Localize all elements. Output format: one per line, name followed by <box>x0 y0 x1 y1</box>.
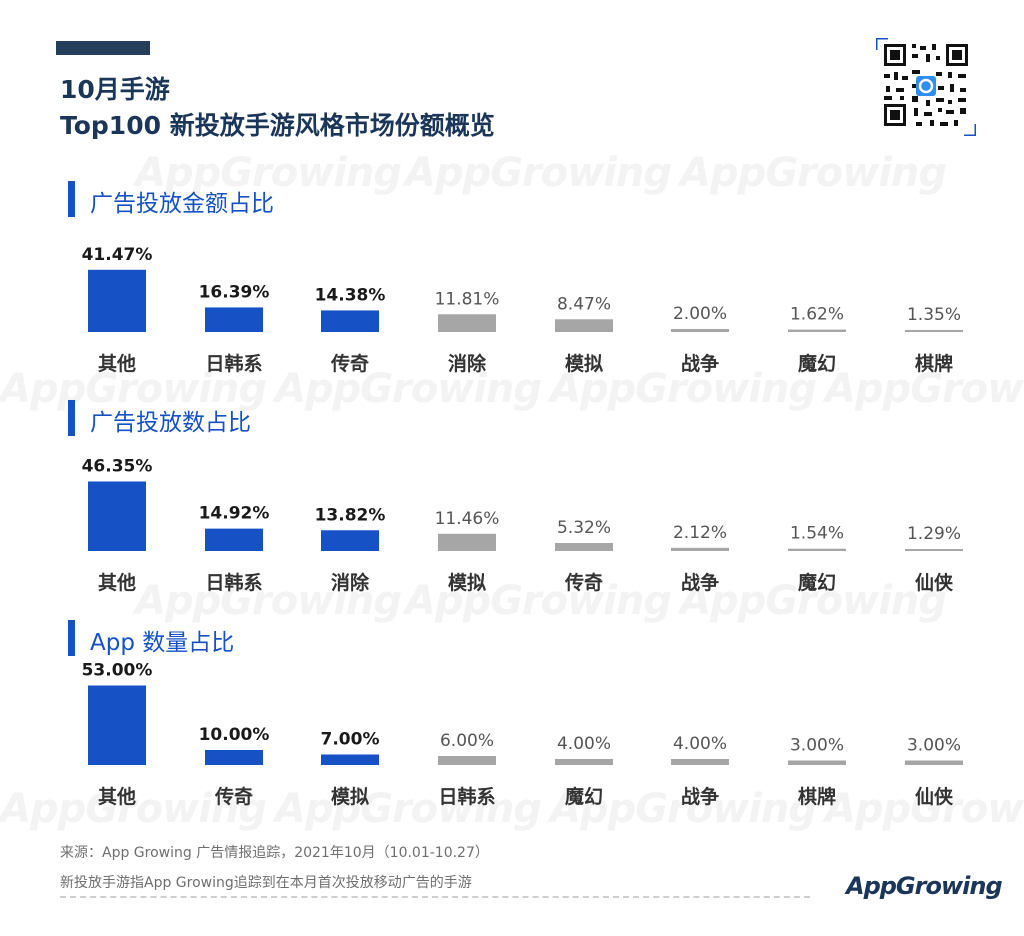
category-label: 魔幻 <box>798 352 836 375</box>
bar <box>671 759 729 765</box>
data-label: 3.00% <box>790 736 844 756</box>
section-accent-bar <box>68 620 75 656</box>
category-label: 仙侠 <box>915 571 954 594</box>
data-label: 5.32% <box>557 518 611 538</box>
data-label: 1.35% <box>907 305 961 325</box>
data-label: 16.39% <box>199 282 270 302</box>
section-accent-bar <box>68 400 75 436</box>
bar <box>205 528 263 551</box>
category-label: 战争 <box>681 571 719 594</box>
data-label: 7.00% <box>321 730 380 750</box>
page-title-line-2: Top100 新投放手游风格市场份额概览 <box>60 111 495 140</box>
category-label: 其他 <box>98 571 136 594</box>
bar <box>555 543 613 551</box>
data-label: 3.00% <box>907 736 961 756</box>
data-label: 6.00% <box>440 731 494 751</box>
bar <box>905 329 963 332</box>
category-label: 消除 <box>448 352 487 375</box>
bar <box>671 547 729 551</box>
data-label: 4.00% <box>557 734 611 754</box>
data-label: 14.38% <box>315 285 386 305</box>
section-title-ad-count: 广告投放数占比 <box>90 410 251 436</box>
footer-divider <box>60 896 810 898</box>
bar <box>555 759 613 765</box>
bar <box>788 760 846 765</box>
section-accent-bar <box>68 181 75 217</box>
category-label: 日韩系 <box>205 352 262 375</box>
bar <box>788 329 846 332</box>
bar <box>788 548 846 551</box>
data-label: 53.00% <box>82 661 153 681</box>
page-title-line-1: 10月手游 <box>60 75 170 104</box>
category-label: 传奇 <box>330 352 369 375</box>
data-label: 46.35% <box>82 456 153 476</box>
category-label: 日韩系 <box>205 571 262 594</box>
category-label: 模拟 <box>448 571 486 594</box>
category-label: 传奇 <box>214 785 253 808</box>
category-label: 魔幻 <box>565 785 603 808</box>
bar <box>321 754 379 765</box>
category-label: 其他 <box>98 352 136 375</box>
category-label: 魔幻 <box>798 571 836 594</box>
bar <box>671 329 729 332</box>
category-label: 战争 <box>681 352 719 375</box>
bar <box>88 685 146 765</box>
data-label: 11.46% <box>435 509 500 529</box>
bar <box>555 319 613 332</box>
data-label: 41.47% <box>82 245 153 265</box>
data-label: 10.00% <box>199 725 270 745</box>
category-label: 消除 <box>331 571 370 594</box>
data-label: 2.00% <box>673 304 727 324</box>
data-label: 2.12% <box>673 523 727 543</box>
bar <box>321 530 379 551</box>
bar <box>88 481 146 551</box>
bar <box>321 310 379 332</box>
bar <box>205 750 263 765</box>
data-label: 1.29% <box>907 524 961 544</box>
bar <box>438 756 496 765</box>
category-label: 模拟 <box>331 785 369 808</box>
footer-note: 新投放手游指App Growing追踪到在本月首次投放移动广告的手游 <box>60 875 472 891</box>
data-label: 13.82% <box>315 505 386 525</box>
brand-logo: AppGrowing <box>846 872 1003 900</box>
data-label: 1.62% <box>790 305 844 325</box>
category-label: 模拟 <box>565 352 603 375</box>
category-label: 传奇 <box>564 571 603 594</box>
data-label: 1.54% <box>790 524 844 544</box>
category-label: 战争 <box>681 785 719 808</box>
category-label: 棋牌 <box>798 785 836 808</box>
section-title-app-count: App 数量占比 <box>90 630 235 656</box>
data-label: 14.92% <box>199 504 270 524</box>
category-label: 其他 <box>98 785 136 808</box>
qr-code-icon <box>876 38 976 136</box>
bar <box>205 307 263 332</box>
data-label: 11.81% <box>435 289 500 309</box>
bar <box>438 533 496 551</box>
bar <box>905 549 963 551</box>
data-label: 8.47% <box>557 294 611 314</box>
bar <box>438 314 496 332</box>
bar <box>905 760 963 765</box>
category-label: 棋牌 <box>915 352 953 375</box>
bar <box>88 269 146 332</box>
category-label: 仙侠 <box>915 785 954 808</box>
section-title-ad-spend: 广告投放金额占比 <box>90 191 274 217</box>
header-accent-bar <box>56 41 150 55</box>
data-label: 4.00% <box>673 734 727 754</box>
category-label: 日韩系 <box>438 785 495 808</box>
footer-source: 来源：App Growing 广告情报追踪，2021年10月（10.01-10.… <box>60 845 489 861</box>
